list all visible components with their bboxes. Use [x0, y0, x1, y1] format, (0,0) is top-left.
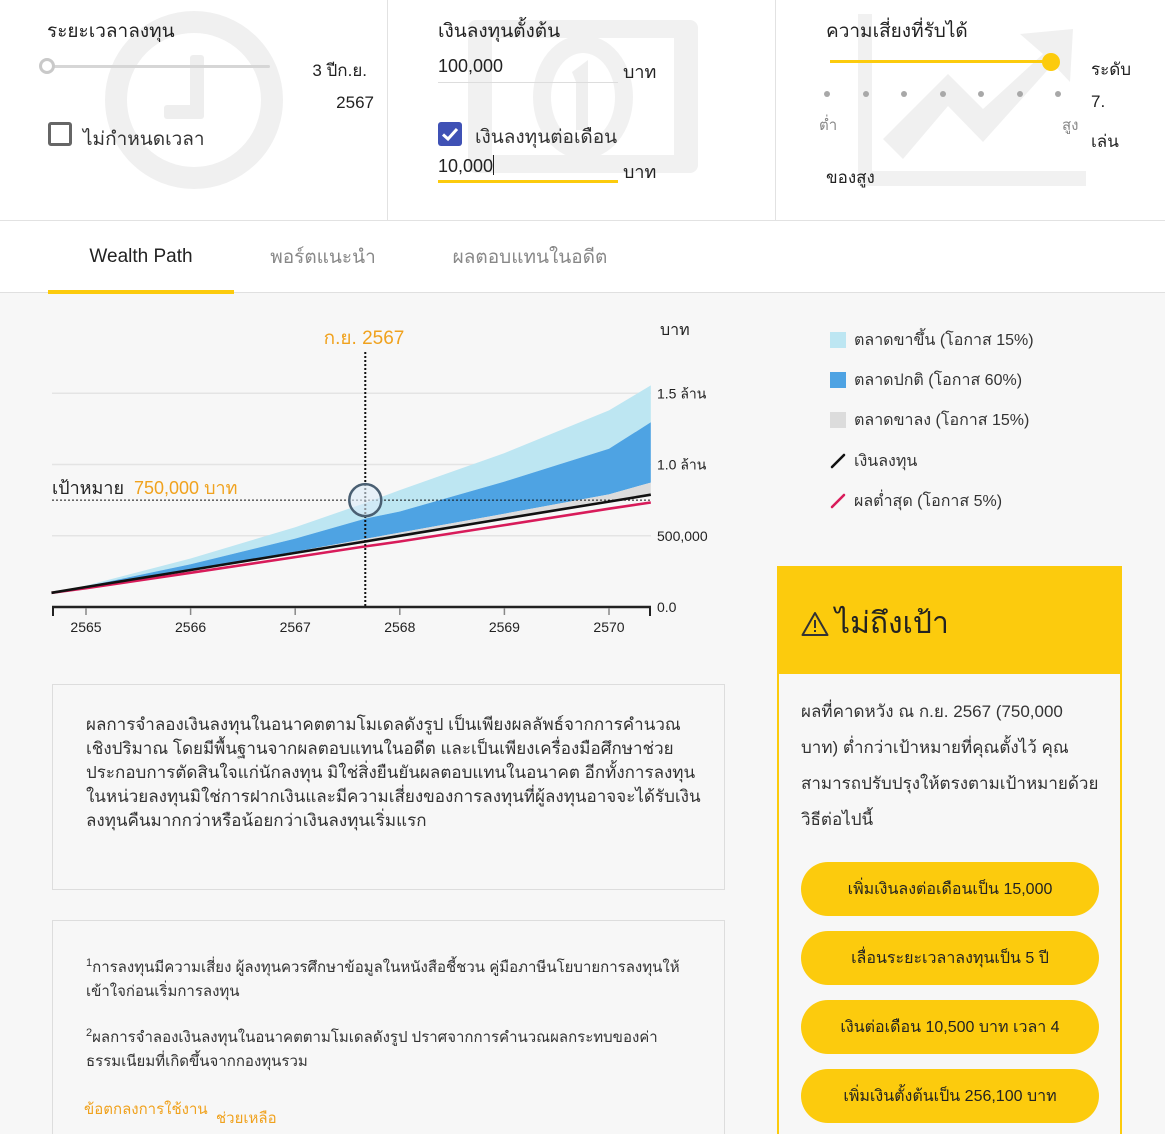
- monthly-checkbox[interactable]: [438, 122, 462, 146]
- legend-label: ตลาดขาลง (โอกาส 15%): [854, 411, 1030, 429]
- legend-item-bear: ตลาดขาลง (โอกาส 15%): [830, 408, 1029, 432]
- risk-step-dot[interactable]: [978, 91, 984, 97]
- legend-label: ตลาดขาขึ้น (โอกาส 15%): [854, 331, 1034, 349]
- controls-bar: ระยะเวลาลงทุน 3 ปีก.ย. 2567 ไม่กำหนดเวลา…: [0, 0, 1165, 221]
- risk-title: ความเสี่ยงที่รับได้: [826, 21, 968, 42]
- risk-step-dot[interactable]: [1055, 91, 1061, 97]
- warning-icon: [801, 611, 829, 636]
- x-axis: 2565 2566 2567 2568 2569 2570: [52, 605, 651, 635]
- footnote-number: 1: [86, 957, 93, 969]
- duration-title: ระยะเวลาลงทุน: [47, 21, 175, 42]
- footnote-1: 1การลงทุนมีความเสี่ยง ผู้ลงทุนควรศึกษาข้…: [86, 951, 706, 1004]
- goal-value: 750,000 บาท: [134, 478, 237, 498]
- alert-message: ผลที่คาดหวัง ณ ก.ย. 2567 (750,000 บาท) ต…: [801, 702, 1099, 829]
- risk-low-label: ต่ำ: [819, 117, 838, 134]
- svg-text:2567: 2567: [280, 619, 311, 635]
- risk-high-label: สูง: [1062, 117, 1079, 134]
- risk-step-dot[interactable]: [863, 91, 869, 97]
- risk-slider-thumb[interactable]: [1042, 53, 1060, 71]
- investment-panel: เงินลงทุนตั้งต้น 100,000 บาท เงินลงทุนต่…: [388, 0, 776, 220]
- marker-date-label: ก.ย. 2567: [324, 328, 405, 349]
- legend-item-normal: ตลาดปกติ (โอกาส 60%): [830, 368, 1022, 392]
- risk-step-dot[interactable]: [940, 91, 946, 97]
- legend-swatch-bear: [830, 412, 846, 428]
- initial-investment-title: เงินลงทุนตั้งต้น: [438, 21, 561, 42]
- tab-past-returns[interactable]: ผลตอบแทนในอดีต: [452, 247, 608, 268]
- goal-alert-card: ไม่ถึงเป้า ผลที่คาดหวัง ณ ก.ย. 2567 (750…: [777, 566, 1122, 1134]
- line-dash-icon: [830, 493, 846, 509]
- help-link[interactable]: ช่วยเหลือ: [216, 1110, 277, 1127]
- risk-step-dot[interactable]: [901, 91, 907, 97]
- tab-recommended-portfolio[interactable]: พอร์ตแนะนำ: [270, 247, 376, 268]
- alert-title: ไม่ถึงเป้า: [801, 600, 949, 647]
- risk-panel: ความเสี่ยงที่รับได้ ต่ำ สูง ระดับ 7. เล่…: [776, 0, 1165, 220]
- banknote-icon: [468, 20, 698, 173]
- monthly-label[interactable]: เงินลงทุนต่อเดือน: [475, 127, 618, 148]
- increase-initial-button[interactable]: เพิ่มเงินตั้งต้นเป็น 256,100 บาท: [801, 1069, 1099, 1123]
- svg-text:2569: 2569: [489, 619, 520, 635]
- monthly-investment-input[interactable]: 10,000: [438, 153, 618, 183]
- legend-label: เงินลงทุน: [854, 452, 918, 470]
- trending-up-icon: [858, 14, 1086, 186]
- svg-text:2568: 2568: [384, 619, 415, 635]
- risk-level-number: 7.: [1091, 92, 1106, 111]
- monthly-unit: บาท: [623, 162, 657, 182]
- footnote-text: การลงทุนมีความเสี่ยง ผู้ลงทุนควรศึกษาข้อ…: [86, 959, 680, 1000]
- initial-investment-input[interactable]: 100,000: [438, 53, 618, 83]
- footnote-number: 2: [86, 1027, 93, 1039]
- legend-item-worst: ผลต่ำสุด (โอกาส 5%): [830, 489, 1002, 513]
- risk-level-name: เล่น: [1091, 132, 1119, 151]
- chart-areas: [51, 385, 651, 593]
- risk-step-dot[interactable]: [1017, 91, 1023, 97]
- legend-swatch-bull: [830, 332, 846, 348]
- legend-item-invested: เงินลงทุน: [830, 449, 917, 473]
- svg-text:1.0 ล้าน: 1.0 ล้าน: [657, 457, 707, 473]
- legend-label: ผลต่ำสุด (โอกาส 5%): [854, 492, 1003, 510]
- svg-text:1.5 ล้าน: 1.5 ล้าน: [657, 385, 707, 401]
- extend-duration-button[interactable]: เลื่อนระยะเวลาลงทุนเป็น 5 ปี: [801, 931, 1099, 985]
- no-limit-label[interactable]: ไม่กำหนดเวลา: [83, 129, 205, 150]
- risk-step-dot[interactable]: [824, 91, 830, 97]
- svg-text:500,000: 500,000: [657, 528, 708, 544]
- duration-value: 3 ปีก.ย.: [312, 61, 367, 80]
- svg-text:0.0: 0.0: [657, 599, 677, 615]
- text-caret: [493, 155, 495, 175]
- svg-text:2566: 2566: [175, 619, 206, 635]
- legend-swatch-normal: [830, 372, 846, 388]
- y-axis-labels: 0.0 500,000 1.0 ล้าน 1.5 ล้าน: [657, 385, 708, 615]
- alert-title-text: ไม่ถึงเป้า: [835, 607, 949, 640]
- tab-wealth-path[interactable]: Wealth Path: [48, 221, 234, 294]
- no-limit-checkbox[interactable]: [48, 122, 72, 146]
- goal-marker: [52, 352, 651, 607]
- risk-level-name-cont: ของสูง: [826, 168, 875, 187]
- increase-monthly-button[interactable]: เพิ่มเงินลงต่อเดือนเป็น 15,000: [801, 862, 1099, 916]
- y-axis-unit: บาท: [660, 322, 690, 339]
- risk-level-text: ระดับ: [1091, 60, 1132, 79]
- svg-text:2570: 2570: [593, 619, 624, 635]
- initial-unit: บาท: [623, 62, 657, 82]
- legend-label: ตลาดปกติ (โอกาส 60%): [854, 371, 1023, 389]
- wealth-path-chart: 2565 2566 2567 2568 2569 2570 0.0 500,000 1.0 ล…: [0, 294, 760, 654]
- disclaimer-text: ผลการจำลองเงินลงทุนในอนาคตตามโมเดลดังรูป…: [86, 715, 701, 830]
- duration-slider[interactable]: [48, 65, 270, 68]
- chart-canvas[interactable]: 2565 2566 2567 2568 2569 2570 0.0 500,000 1.0 ล…: [0, 294, 760, 654]
- footnotes-box: 1การลงทุนมีความเสี่ยง ผู้ลงทุนควรศึกษาข้…: [52, 920, 725, 1134]
- tab-bar: Wealth Path พอร์ตแนะนำ ผลตอบแทนในอดีต: [0, 221, 1165, 294]
- svg-text:2565: 2565: [70, 619, 101, 635]
- simulation-disclaimer: ผลการจำลองเงินลงทุนในอนาคตตามโมเดลดังรูป…: [52, 684, 725, 890]
- legend-item-bull: ตลาดขาขึ้น (โอกาส 15%): [830, 328, 1034, 352]
- monthly-and-duration-button[interactable]: เงินต่อเดือน 10,500 บาท เวลา 4: [801, 1000, 1099, 1054]
- line-dash-icon: [830, 453, 846, 469]
- footnote-text: ผลการจำลองเงินลงทุนในอนาคตตามโมเดลดังรูป…: [86, 1029, 658, 1070]
- terms-link[interactable]: ข้อตกลงการใช้งาน: [84, 1101, 208, 1118]
- risk-slider[interactable]: [830, 60, 1052, 63]
- footnote-2: 2ผลการจำลองเงินลงทุนในอนาคตตามโมเดลดังรู…: [86, 1021, 706, 1074]
- clock-icon: [105, 11, 283, 189]
- goal-label: เป้าหมาย: [52, 478, 124, 498]
- duration-value-year: 2567: [336, 93, 374, 112]
- alert-header: ไม่ถึงเป้า: [779, 568, 1120, 674]
- duration-slider-thumb[interactable]: [39, 58, 55, 74]
- duration-panel: ระยะเวลาลงทุน 3 ปีก.ย. 2567 ไม่กำหนดเวลา: [0, 0, 388, 220]
- check-icon: [441, 127, 459, 142]
